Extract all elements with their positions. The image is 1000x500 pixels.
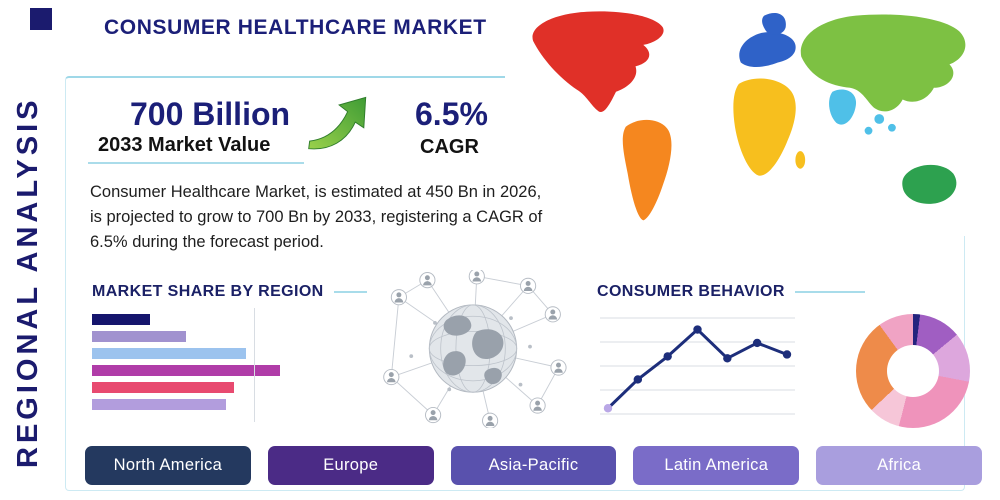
line-chart-point-4: [693, 325, 702, 334]
map-region-europe: [739, 31, 796, 67]
bar-row-region-3: [92, 348, 292, 359]
stat-underline: [88, 162, 304, 164]
map-region-south-america: [622, 119, 672, 221]
map-region-scandinavia: [762, 13, 786, 35]
map-region-africa: [733, 78, 796, 176]
bar-row-region-1: [92, 314, 292, 325]
page-title: CONSUMER HEALTHCARE MARKET: [104, 16, 487, 39]
line-chart-point-3: [663, 352, 672, 361]
bar-region-5: [92, 382, 234, 393]
market-value-2033: 700 Billion: [130, 96, 291, 132]
line-chart-point-6: [752, 338, 762, 348]
button-asia-pacific[interactable]: Asia-Pacific: [450, 446, 617, 485]
bar-row-region-2: [92, 331, 292, 342]
bar-region-3: [92, 348, 246, 359]
consumer-behavior-line-chart: [600, 317, 795, 415]
map-region-se-asia-islands: [864, 114, 896, 135]
market-share-heading: MARKET SHARE BY REGION: [92, 283, 367, 301]
heading-rule: [794, 291, 865, 293]
button-north-america[interactable]: North America: [85, 446, 251, 485]
consumer-behavior-title: CONSUMER BEHAVIOR: [597, 283, 785, 300]
bar-row-region-6: [92, 399, 292, 410]
line-chart-point-1: [603, 404, 613, 413]
consumer-behavior-heading: CONSUMER BEHAVIOR: [597, 283, 865, 301]
region-button-row: North America Europe Asia-Pacific Latin …: [85, 446, 982, 485]
bar-chart-gridline: [254, 308, 255, 422]
bar-region-1: [92, 314, 150, 325]
map-region-asia: [800, 14, 966, 112]
line-chart-point-5: [723, 354, 732, 363]
cagr-value: 6.5%: [415, 96, 488, 132]
map-region-madagascar: [795, 151, 806, 169]
button-africa[interactable]: Africa: [816, 446, 982, 485]
map-region-middle-east-india: [829, 89, 857, 125]
line-chart-point-7: [782, 350, 792, 359]
regional-share-donut-chart: [856, 314, 970, 428]
world-map: [505, 2, 1000, 236]
market-share-title: MARKET SHARE BY REGION: [92, 283, 324, 300]
bar-region-2: [92, 331, 186, 342]
bar-region-6: [92, 399, 226, 410]
bar-region-4: [92, 365, 280, 376]
regional-analysis-vertical-label: REGIONAL ANALYSIS: [12, 96, 44, 468]
growth-arrow-icon: [303, 86, 379, 162]
button-latin-america[interactable]: Latin America: [633, 446, 800, 485]
globe-network-illustration: [378, 268, 568, 429]
market-share-bar-chart: [92, 308, 292, 422]
button-europe[interactable]: Europe: [267, 446, 434, 485]
bar-row-region-5: [92, 382, 292, 393]
heading-rule: [333, 291, 367, 293]
market-description: Consumer Healthcare Market, is estimated…: [90, 183, 543, 251]
map-region-australia: [902, 164, 957, 204]
bar-row-region-4: [92, 365, 292, 376]
market-value-label: 2033 Market Value: [98, 134, 271, 156]
globe-landmasses: [443, 315, 504, 385]
network-dots: [409, 316, 532, 392]
logo-square: [30, 8, 52, 30]
line-chart-point-2: [633, 375, 643, 384]
cagr-label: CAGR: [420, 136, 479, 158]
map-region-north-america: [532, 11, 664, 112]
donut-hole: [886, 344, 940, 398]
